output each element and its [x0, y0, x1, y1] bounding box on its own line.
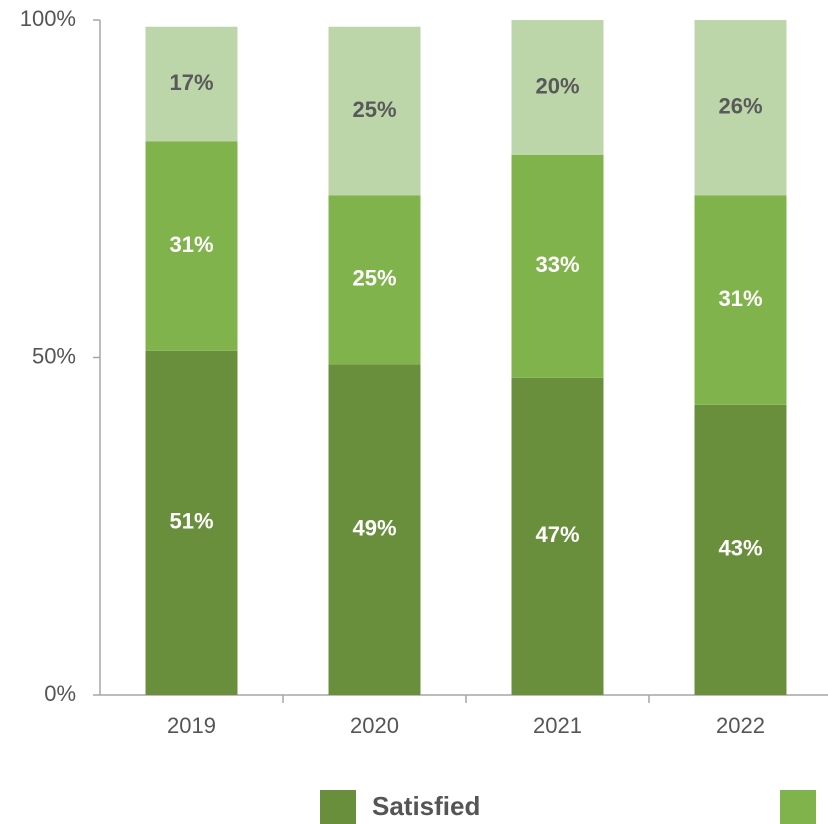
x-tick-label: 2022 [716, 713, 765, 738]
value-label: 25% [352, 266, 396, 291]
bar-segment [328, 26, 421, 196]
value-label: 33% [535, 252, 579, 277]
value-label: 31% [169, 232, 213, 257]
bar-segment [328, 195, 421, 365]
legend-swatch [320, 790, 356, 824]
bar-segment [328, 364, 421, 695]
bar-segment [511, 155, 604, 378]
value-label: 26% [718, 94, 762, 119]
x-tick-label: 2019 [167, 713, 216, 738]
value-label: 31% [718, 286, 762, 311]
value-label: 20% [535, 73, 579, 98]
value-label: 51% [169, 509, 213, 534]
bar-segment [511, 377, 604, 695]
value-label: 43% [718, 536, 762, 561]
y-tick-label: 50% [32, 343, 76, 368]
value-label: 49% [352, 515, 396, 540]
bar-segment [145, 350, 238, 695]
y-tick-label: 0% [44, 681, 76, 706]
bar-segment [694, 20, 787, 196]
x-tick-label: 2021 [533, 713, 582, 738]
value-label: 25% [352, 97, 396, 122]
bar-segment [694, 195, 787, 405]
y-tick-label: 100% [20, 6, 76, 31]
bar-segment [145, 141, 238, 351]
bar-segment [511, 20, 604, 155]
legend-swatch [780, 790, 816, 824]
x-tick-label: 2020 [350, 713, 399, 738]
value-label: 47% [535, 522, 579, 547]
value-label: 17% [169, 70, 213, 95]
bar-segment [694, 404, 787, 695]
bar-segment [145, 26, 238, 142]
legend-label: Satisfied [372, 791, 480, 821]
